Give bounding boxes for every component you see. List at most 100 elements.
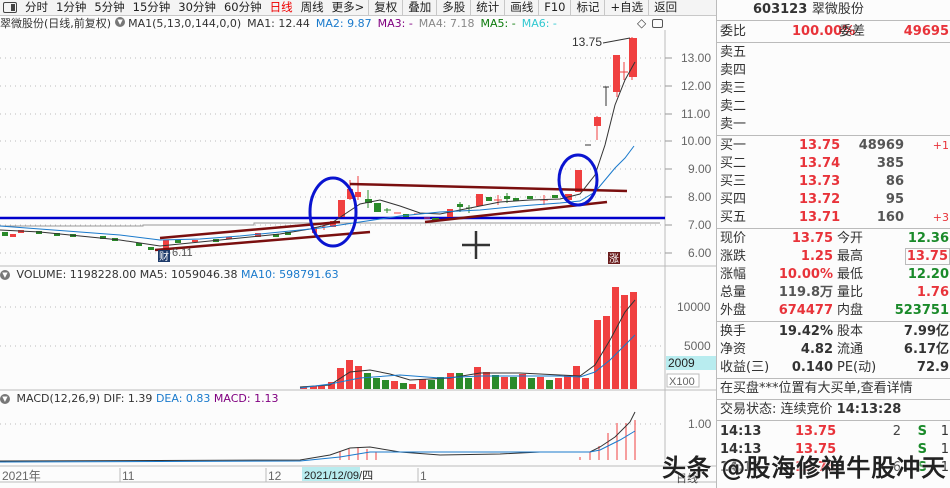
price-tick: 9.00 xyxy=(688,162,712,176)
low-price: 12.20 xyxy=(907,267,949,282)
sell-orders: 卖五 卖四 卖三 卖二 卖一 xyxy=(717,43,950,136)
tick-count: 1 xyxy=(940,442,949,457)
ma3-value: MA3: - xyxy=(377,17,413,30)
cursor-date-box: 2021/12/09/四 xyxy=(304,470,373,482)
eps: 0.140 xyxy=(791,360,833,375)
weicha-label: 委差 xyxy=(839,24,866,39)
turnover: 19.42% xyxy=(778,324,833,339)
stat-label: 股本 xyxy=(837,324,864,339)
big-order-notice[interactable]: 在买盘***位置有大买单,查看详情 xyxy=(717,379,950,400)
tick-volume: 2 xyxy=(892,424,901,439)
buy-label: 买五 xyxy=(720,210,747,225)
buy-price: 13.72 xyxy=(799,192,841,207)
buy-price: 13.75 xyxy=(799,138,841,153)
stat-label: 量比 xyxy=(837,285,864,300)
price-tick: 11.00 xyxy=(681,107,710,121)
change-value: 1.25 xyxy=(800,249,833,264)
diamond-icon[interactable]: ◇ xyxy=(637,16,647,30)
stat-label: 最低 xyxy=(837,267,864,282)
ma-indicator-header: 翠微股份(日线,前复权) ▼ MA1(5,13,0,144,0,0) MA1: … xyxy=(0,17,716,31)
volume-header: ▼ VOLUME: 1198228.00 MA5: 1059046.38 MA1… xyxy=(0,268,339,281)
ma6-value: MA6: - xyxy=(521,17,557,30)
net-assets: 4.82 xyxy=(800,342,833,357)
tick-side: S xyxy=(917,424,927,439)
macd-header: ▼ MACD(12,26,9) DIF: 1.39 DEA: 0.83 MACD… xyxy=(0,392,279,405)
dropdown-icon[interactable]: ▼ xyxy=(0,394,10,404)
stat-label: PE(动) xyxy=(837,360,877,375)
date-tick: 12 xyxy=(268,469,282,483)
period-fenshi[interactable]: 分时 xyxy=(25,0,48,14)
tick-time: 14:13 xyxy=(720,424,762,439)
chart-title: 翠微股份(日线,前复权) xyxy=(0,17,112,30)
dropdown-icon[interactable]: ▼ xyxy=(115,17,126,27)
tick-price: 13.75 xyxy=(795,442,837,457)
buy-price: 13.74 xyxy=(799,156,841,171)
panel-toggle-icon[interactable] xyxy=(3,2,17,13)
date-tick: 2021年 xyxy=(2,469,41,483)
dropdown-icon[interactable]: ▼ xyxy=(0,270,10,280)
sell-1-label: 卖一 xyxy=(720,117,747,132)
period-daily[interactable]: 日线 xyxy=(269,0,293,14)
fundamentals: 换手 19.42% 股本 7.99亿 净资 4.82 流通 6.17亿 收益(三) 0.140… xyxy=(717,322,950,379)
price-tick: 13.00 xyxy=(681,51,711,65)
total-shares: 7.99亿 xyxy=(903,324,949,339)
buy-label: 买四 xyxy=(720,192,747,207)
tick-price: 13.75 xyxy=(795,460,837,475)
period-weekly[interactable]: 周线 xyxy=(300,0,324,14)
buy-row[interactable]: 买二 13.74 385 xyxy=(717,155,950,173)
high-price-label: 13.75 xyxy=(572,35,602,49)
buy-row[interactable]: 买五 13.71 160 +3 xyxy=(717,209,950,227)
macd-tick: 1.00 xyxy=(688,417,712,431)
sidebar-toggle-icon[interactable] xyxy=(652,19,663,28)
tick-side: S xyxy=(917,460,927,475)
tick-time: 14:13 xyxy=(720,442,762,457)
kline-chart[interactable]: 13.75 6.11 财 涨 13.00 12.00 11.00 10.00 9… xyxy=(0,0,716,488)
buy-row[interactable]: 买一 13.75 48969 +1 xyxy=(717,137,950,155)
stat-label: 涨幅 xyxy=(720,267,747,282)
buy-volume: 385 xyxy=(876,156,904,171)
buy-price: 13.73 xyxy=(799,174,841,189)
buy-label: 买一 xyxy=(720,138,747,153)
stat-label: 收益(三) xyxy=(720,360,770,375)
overlay-button[interactable]: 叠加 xyxy=(402,0,436,15)
pe-ratio: 72.9 xyxy=(916,360,949,375)
buy-row[interactable]: 买三 13.73 86 xyxy=(717,173,950,191)
stock-name: 翠微股份 xyxy=(811,2,864,17)
price-stats: 现价 13.75 今开 12.36 涨跌 1.25 最高 13.75 涨幅 10.00% 最低 1… xyxy=(717,229,950,322)
period-60min[interactable]: 60分钟 xyxy=(223,0,262,14)
buy-volume: 86 xyxy=(885,174,904,189)
tick-row: 14:13 13.75 S 1 xyxy=(717,441,950,459)
current-price: 13.75 xyxy=(791,231,833,246)
draw-line-button[interactable]: 画线 xyxy=(504,0,538,15)
finance-badge: 财 xyxy=(159,250,169,263)
tick-count: 1 xyxy=(940,460,949,475)
adjust-button[interactable]: 复权 xyxy=(368,0,402,15)
quote-panel: 603123 翠微股份 委比 100.00% 委差 49695 卖五 卖四 卖三… xyxy=(716,0,950,488)
period-30min[interactable]: 30分钟 xyxy=(178,0,216,14)
sell-5-label: 卖五 xyxy=(720,45,747,60)
f10-button[interactable]: F10 xyxy=(538,0,570,15)
buy-orders: 买一 13.75 48969 +1 买二 13.74 385 买三 13.73 86 买四 13… xyxy=(717,136,950,229)
statistics-button[interactable]: 统计 xyxy=(470,0,504,15)
ma4-value: MA4: 7.18 xyxy=(418,17,475,30)
buy-label: 买三 xyxy=(720,174,747,189)
multi-stock-button[interactable]: 多股 xyxy=(436,0,470,15)
stat-label: 净资 xyxy=(720,342,747,357)
period-1min[interactable]: 1分钟 xyxy=(56,0,87,14)
period-more[interactable]: 更多> xyxy=(331,0,365,14)
notice-text[interactable]: 在买盘***位置有大买单,查看详情 xyxy=(720,381,913,396)
price-tick: 8.00 xyxy=(688,190,712,204)
macd-value: MACD: 1.13 xyxy=(213,392,279,405)
stat-label: 涨跌 xyxy=(720,249,747,264)
tick-row: 14:13 13.75 2 S 1 xyxy=(717,423,950,441)
tick-volume: 6 xyxy=(892,460,901,475)
period-5min[interactable]: 5分钟 xyxy=(94,0,125,14)
period-15min[interactable]: 15分钟 xyxy=(132,0,171,14)
buy-row[interactable]: 买四 13.72 95 xyxy=(717,191,950,209)
ma1-value: MA1: 12.44 xyxy=(247,17,310,30)
add-watchlist-button[interactable]: +自选 xyxy=(604,0,648,15)
trade-status: 交易状态: 连续竞价 14:13:28 xyxy=(717,400,950,421)
mark-button[interactable]: 标记 xyxy=(570,0,604,15)
weibi-label: 委比 xyxy=(720,24,747,39)
back-button[interactable]: 返回 xyxy=(648,0,682,15)
